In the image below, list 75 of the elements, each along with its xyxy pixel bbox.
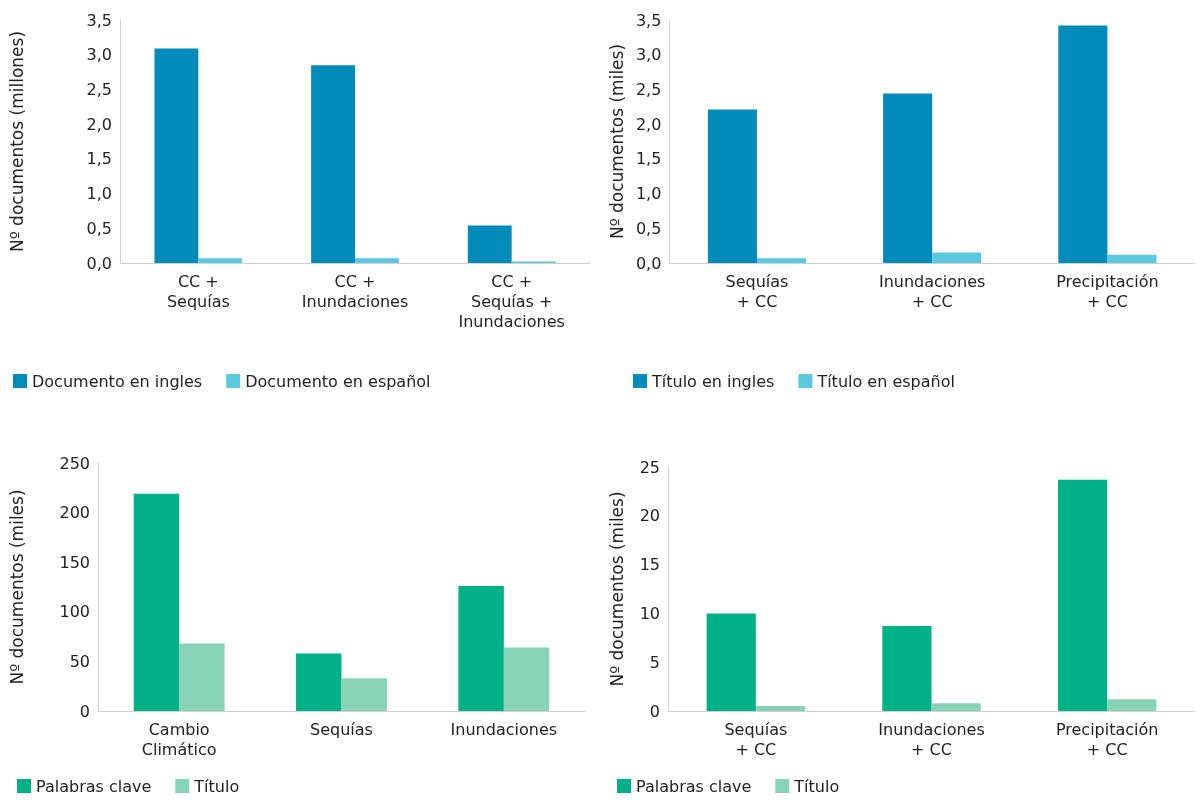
y-tick-label: 50 [69,651,90,671]
y-tick-label: 10 [639,603,660,623]
x-tick-label: Precipitación + CC [1056,271,1159,311]
y-tick-label: 5 [649,652,660,672]
x-tick-label: Cambio Climático [141,719,217,759]
bar [458,586,504,711]
x-tick-label: Sequías [310,719,373,739]
bar [706,613,756,711]
bar [467,225,512,263]
y-axis-title: Nº documentos (miles) [606,491,627,687]
x-tick-label: Precipitación + CC [1055,719,1159,759]
bar [311,65,355,263]
y-tick-label: 200 [59,503,90,523]
y-tick-label: 20 [639,506,660,526]
legend-label: Documento en español [245,371,431,391]
y-tick-label: 0,5 [86,218,112,238]
x-tick-label: CC + Sequías + Inundaciones [458,271,565,331]
bar [133,493,180,711]
x-tick-label: CC + Inundaciones [301,271,409,311]
legend-label: Documento en ingles [32,371,203,391]
x-tick-label: Inundaciones + CC [878,719,985,759]
x-tick-label: Sequías + CC [724,719,788,759]
y-tick-label: 2,5 [635,79,662,99]
y-tick-label: 0 [649,701,660,721]
y-tick-label: 1,5 [86,149,112,169]
bar [882,626,932,711]
bar [707,109,757,263]
y-tick-label: 1,0 [86,184,112,204]
legend-label: Título [193,776,240,796]
legend-label: Título en español [816,371,955,391]
legend-label: Palabras clave [36,776,152,796]
y-tick-label: 3,0 [635,45,662,65]
bar [931,703,981,711]
y-tick-label: 15 [639,555,660,575]
y-tick-label: 150 [59,552,90,572]
bar [341,678,387,711]
x-tick-label: Inundaciones + CC [878,271,986,311]
bar [296,653,342,711]
bar [1107,699,1157,711]
y-tick-label: 100 [59,602,90,622]
bar [755,706,806,711]
bar [1058,25,1108,263]
y-tick-label: 250 [59,453,90,473]
bar [198,258,243,263]
bar [932,252,982,263]
bar [355,258,399,263]
y-tick-label: 0,5 [635,218,662,238]
y-axis-title: Nº documentos (miles) [6,489,27,685]
y-tick-label: 25 [639,457,660,477]
x-tick-label: Inundaciones [450,719,558,739]
y-tick-label: 3,5 [635,10,662,30]
bar [503,647,550,711]
y-tick-label: 2,5 [86,79,112,99]
y-tick-label: 2,0 [86,114,112,134]
x-tick-label: CC + Sequías [166,271,230,311]
legend-label: Palabras clave [636,776,752,796]
y-tick-label: 3,0 [86,45,112,65]
y-tick-label: 2,0 [635,114,662,134]
bar [154,48,199,263]
y-axis-title: Nº documentos (millones) [6,30,27,253]
y-tick-label: 1,5 [635,149,662,169]
y-tick-label: 0 [79,701,90,721]
legend-label: Título en ingles [651,371,775,391]
bar [1107,254,1157,263]
y-axis-title: Nº documentos (miles) [606,43,627,240]
bar [1057,479,1108,711]
legend-label: Título [793,776,840,796]
y-tick-label: 3,5 [86,10,112,30]
bar [179,643,225,711]
y-tick-label: 0,0 [635,253,662,273]
x-tick-label: Sequías + CC [725,271,789,311]
bar [756,258,807,263]
y-tick-label: 1,0 [635,184,662,204]
y-tick-label: 0,0 [86,253,112,273]
bar [883,93,933,263]
